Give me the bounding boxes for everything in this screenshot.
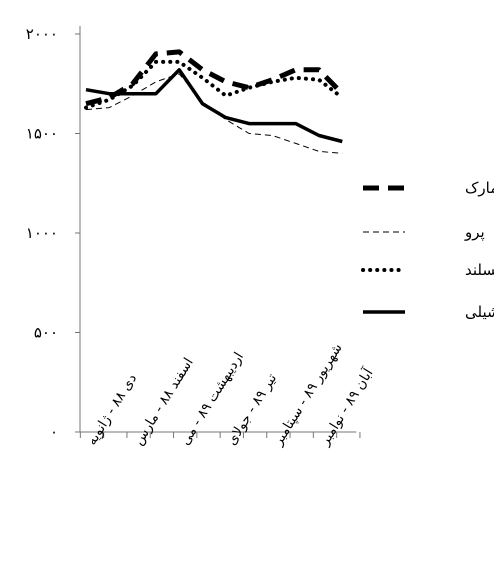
series-lines	[84, 49, 345, 154]
data-point	[225, 81, 227, 83]
legend: دانمارک پرو ایسلند شیلی	[361, 179, 494, 321]
data-point	[318, 150, 320, 152]
legend-label: شیلی	[465, 303, 494, 321]
data-point	[341, 93, 343, 95]
y-tick-label: ۵۰۰	[34, 324, 58, 342]
y-tick-label: ۱۵۰۰	[26, 125, 58, 143]
series-line-3	[85, 68, 343, 144]
data-point	[108, 99, 110, 101]
y-tick-label: ۰	[50, 423, 58, 441]
legend-label: پرو	[464, 223, 485, 242]
legend-label: دانمارک	[465, 179, 494, 197]
data-point	[295, 77, 297, 79]
series-line-2	[84, 59, 345, 110]
data-point	[271, 134, 273, 136]
data-point	[341, 97, 343, 99]
legend-label: ایسلند	[465, 261, 494, 279]
y-tick-label: ۱۰۰۰	[26, 224, 58, 242]
y-tick-label: ۲۰۰۰	[26, 25, 58, 43]
series-line-0	[85, 49, 345, 107]
